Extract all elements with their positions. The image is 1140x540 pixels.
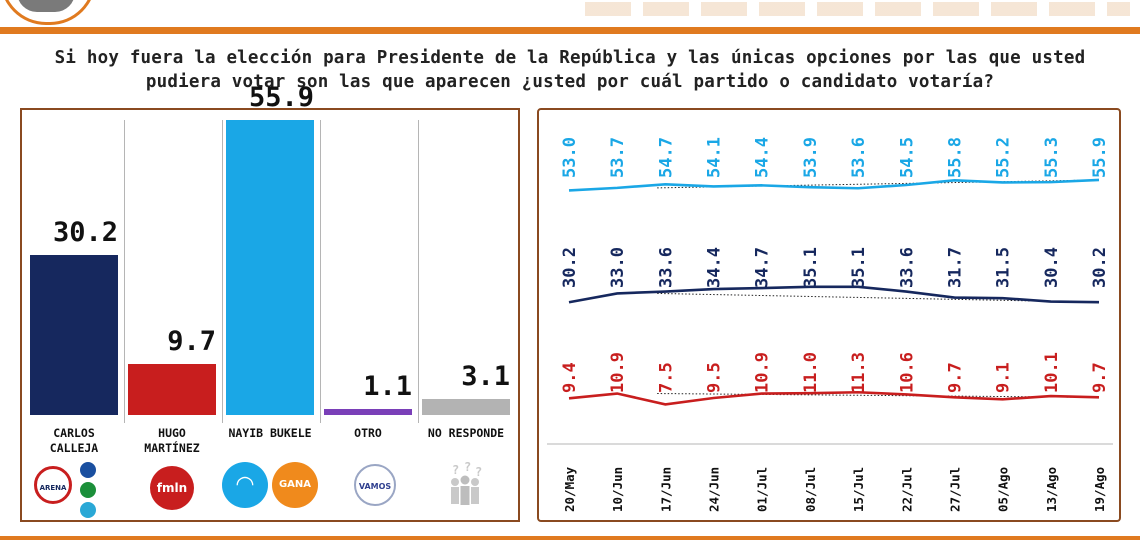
gana-logo: GANA xyxy=(272,462,318,508)
candidate-label: CARLOS CALLEJA xyxy=(49,426,99,455)
bar-4 xyxy=(422,398,510,415)
point-label: 11.0 xyxy=(801,352,821,393)
point-label: 33.6 xyxy=(897,247,917,288)
x-tick-label: 08/Jul xyxy=(803,467,818,512)
point-label: 11.3 xyxy=(849,352,869,393)
point-label: 31.5 xyxy=(994,247,1014,288)
bar-value-label: 1.1 xyxy=(363,371,412,403)
bar-value-label: 30.2 xyxy=(52,217,118,249)
point-label: 31.7 xyxy=(945,247,965,288)
header-accent-line xyxy=(0,27,1140,34)
point-label: 53.0 xyxy=(560,137,580,178)
point-label: 55.2 xyxy=(994,137,1014,178)
series-line xyxy=(568,390,1100,406)
point-label: 33.6 xyxy=(656,247,676,288)
point-label: 30.4 xyxy=(1042,247,1062,288)
x-tick-label: 17/Jun xyxy=(658,467,673,512)
point-label: 9.1 xyxy=(994,362,1014,393)
series-line xyxy=(568,285,1100,304)
bar-value-label: 9.7 xyxy=(167,325,216,357)
point-label: 9.4 xyxy=(560,362,580,393)
point-label: 54.1 xyxy=(705,137,725,178)
bar-1 xyxy=(128,363,216,415)
point-label: 35.1 xyxy=(801,247,821,288)
point-label: 53.7 xyxy=(608,137,628,178)
bar-chart-panel: 30.2 CARLOS CALLEJA 9.7 HUGO MARTÍNEZ 55.9 NA… xyxy=(20,82,520,522)
point-label: 9.7 xyxy=(945,362,965,393)
x-tick-label: 10/Jun xyxy=(610,467,625,512)
point-label: 10.1 xyxy=(1042,352,1062,393)
point-label: 34.7 xyxy=(753,247,773,288)
point-label: 9.5 xyxy=(705,362,725,393)
point-label: 53.6 xyxy=(849,137,869,178)
x-tick-label: 24/Jun xyxy=(707,467,722,512)
point-label: 34.4 xyxy=(705,247,725,288)
svg-text:?: ? xyxy=(452,463,459,477)
point-label: 10.6 xyxy=(897,352,917,393)
column-separator xyxy=(418,120,419,423)
series-line xyxy=(568,178,1100,192)
column-separator xyxy=(124,120,125,423)
bar-value-label: 55.9 xyxy=(248,81,314,113)
x-tick-label: 27/Jul xyxy=(947,467,962,512)
x-tick-label: 13/Ago xyxy=(1044,467,1059,512)
bar-value-label: 3.1 xyxy=(461,360,510,392)
x-tick-label: 19/Ago xyxy=(1092,467,1107,512)
coalition-party-icon xyxy=(80,502,96,518)
point-label: 10.9 xyxy=(608,352,628,393)
bar-2 xyxy=(226,119,314,415)
people-icon: ??? xyxy=(442,460,488,506)
x-tick-label: 20/May xyxy=(562,466,577,512)
candidate-label: NAYIB BUKELE xyxy=(228,426,312,440)
point-label: 55.3 xyxy=(1042,137,1062,178)
point-label: 7.5 xyxy=(656,362,676,393)
point-label: 10.9 xyxy=(753,352,773,393)
svg-text:?: ? xyxy=(464,462,471,474)
candidate-label: NO RESPONDE xyxy=(427,426,505,440)
point-label: 9.7 xyxy=(1090,362,1110,393)
candidate-label: HUGO MARTÍNEZ xyxy=(144,426,200,455)
line-chart: 53.0 53.7 54.7 54.1 54.4 53.9 53.6 54.5 55.8 55.2… xyxy=(547,137,1113,512)
point-label: 30.2 xyxy=(1090,247,1110,288)
fmln-logo: fmln xyxy=(150,466,194,510)
point-label: 35.1 xyxy=(849,247,869,288)
point-label: 54.4 xyxy=(753,137,773,178)
footer-accent-line xyxy=(0,536,1140,540)
candidate-label: OTRO xyxy=(354,426,382,440)
survey-question: Si hoy fuera la elección para Presidente… xyxy=(54,48,1086,92)
brand-logo xyxy=(0,0,96,25)
point-label: 55.9 xyxy=(1090,137,1110,178)
line-chart-panel: 53.0 53.7 54.7 54.1 54.4 53.9 53.6 54.5 55.8 55.2… xyxy=(537,108,1121,522)
vamos-logo: VAMOS xyxy=(354,464,396,506)
x-tick-label: 05/Ago xyxy=(996,467,1011,512)
bar-0 xyxy=(30,255,118,415)
x-tick-label: 15/Jul xyxy=(851,467,866,512)
column-separator xyxy=(222,120,223,423)
point-label: 33.0 xyxy=(608,247,628,288)
x-tick-label: 01/Jul xyxy=(755,467,770,512)
point-label: 54.7 xyxy=(656,137,676,178)
x-tick-label: 22/Jul xyxy=(899,467,914,512)
point-label: 53.9 xyxy=(801,137,821,178)
point-label: 54.5 xyxy=(897,137,917,178)
column-separator xyxy=(320,120,321,423)
svg-text:?: ? xyxy=(475,465,482,479)
header-title-faded xyxy=(585,2,1130,16)
point-label: 55.8 xyxy=(945,137,965,178)
arena-logo: ARENA xyxy=(34,466,72,504)
nuevas-ideas-logo: ◠ xyxy=(222,462,268,508)
point-label: 30.2 xyxy=(560,247,580,288)
coalition-party-icon xyxy=(80,462,96,478)
bar-3 xyxy=(324,409,412,415)
coalition-party-icon xyxy=(80,482,96,498)
